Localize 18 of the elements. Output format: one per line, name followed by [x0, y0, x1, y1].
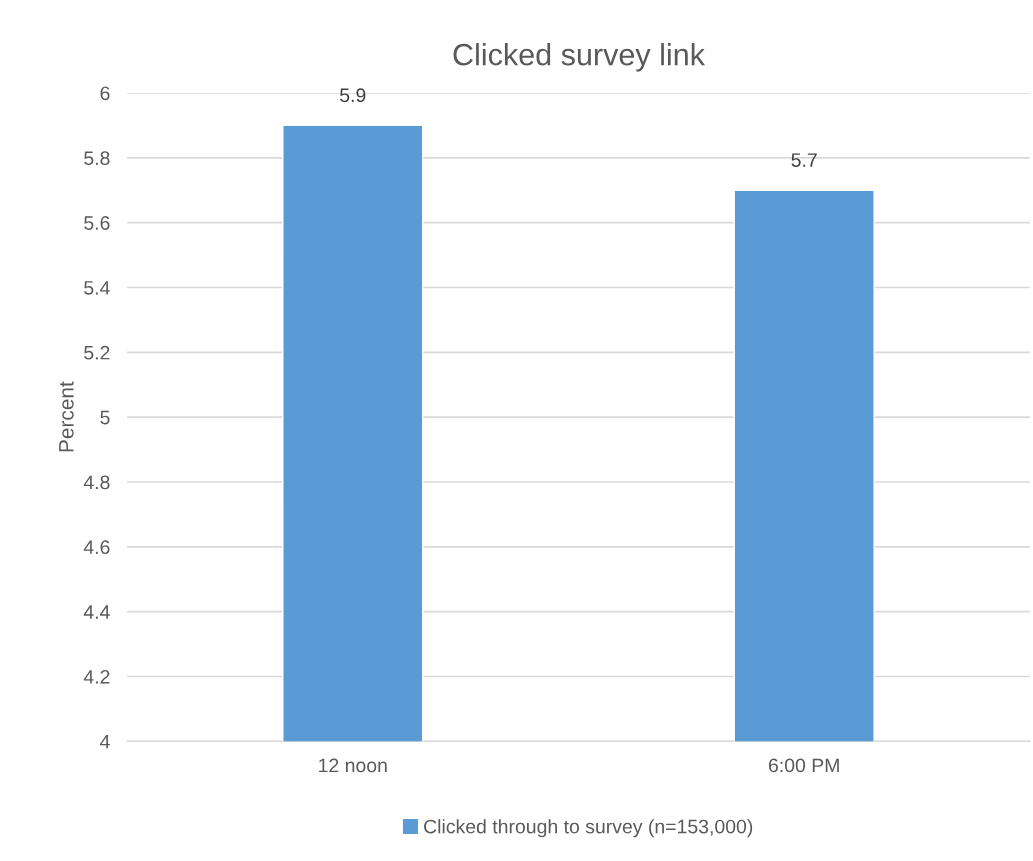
y-tick-label: 5.8 — [84, 151, 110, 166]
chart-title: Clicked survey link — [453, 43, 706, 72]
y-tick-label: 5 — [100, 410, 110, 425]
x-tick-label: 6:00 PM — [768, 758, 839, 773]
y-tick-label: 5.2 — [84, 345, 110, 360]
data-label: 5.7 — [791, 153, 817, 167]
y-tick-label: 5.6 — [84, 216, 110, 230]
y-tick-label: 4.4 — [83, 605, 110, 619]
y-tick-label: 5.4 — [84, 281, 110, 295]
y-axis-title: Percent — [59, 381, 74, 452]
y-tick-label: 4.6 — [83, 540, 110, 555]
y-tick-label: 6 — [100, 86, 110, 101]
y-tick-label: 4.8 — [83, 475, 110, 490]
x-tick-label: 12 noon — [319, 758, 387, 773]
y-tick-label: 4 — [100, 734, 110, 749]
data-label: 5.9 — [340, 88, 366, 103]
y-tick-label: 4.2 — [83, 669, 110, 684]
legend-label: Clicked through to survey (n=153,000) — [424, 819, 753, 838]
